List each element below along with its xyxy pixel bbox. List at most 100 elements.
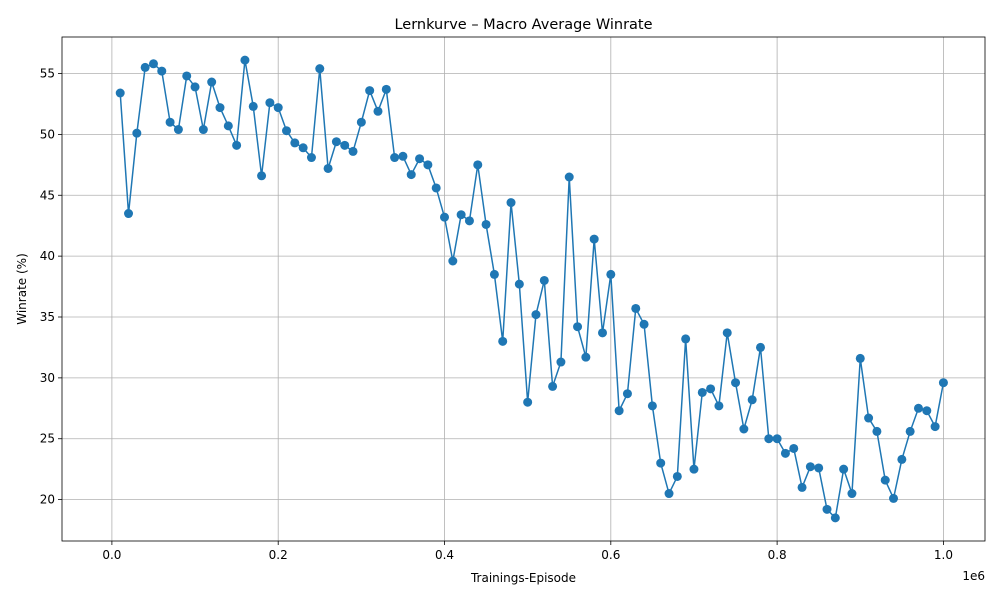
data-point [556, 357, 566, 367]
data-point [598, 328, 607, 338]
data-point [157, 66, 167, 76]
data-point [739, 424, 749, 434]
data-point [847, 489, 857, 499]
data-point [897, 454, 907, 464]
x-tick-label: 0.4 [435, 548, 454, 562]
data-point [606, 269, 616, 279]
data-point [656, 458, 666, 468]
x-tick-label: 0.2 [269, 548, 288, 562]
y-tick-label: 40 [40, 249, 55, 263]
series-markers [115, 55, 948, 523]
data-point [589, 234, 599, 244]
data-point [864, 413, 874, 423]
data-point [689, 464, 699, 474]
data-point [839, 464, 849, 474]
data-point [780, 448, 790, 458]
data-point [456, 210, 466, 220]
data-point [489, 269, 499, 279]
data-point [440, 212, 449, 222]
data-point [722, 328, 732, 338]
data-point [714, 401, 724, 411]
y-tick-label: 25 [40, 432, 55, 446]
data-point [282, 126, 292, 136]
data-point [772, 434, 782, 444]
data-point [124, 209, 134, 219]
data-point [190, 82, 200, 92]
data-point [207, 77, 217, 87]
data-point [431, 183, 441, 193]
y-tick-label: 45 [40, 188, 55, 202]
data-point [731, 378, 741, 388]
data-point [306, 153, 316, 163]
data-point [198, 125, 208, 135]
x-axis-label: Trainings-Episode [470, 571, 576, 585]
data-point [273, 103, 283, 113]
data-point [290, 138, 300, 148]
data-point [257, 171, 267, 181]
y-tick-label: 20 [40, 493, 55, 507]
data-point [473, 160, 483, 170]
data-point [531, 310, 541, 320]
data-point [647, 401, 657, 411]
data-point [498, 336, 508, 346]
data-point [398, 151, 408, 161]
data-point [315, 64, 325, 74]
data-point [248, 101, 258, 111]
data-point [548, 381, 558, 391]
data-point [622, 389, 632, 399]
data-point [697, 387, 707, 397]
data-point [215, 103, 225, 113]
axis-ticks: 0.0 0.2 0.4 0.6 0.8 1.0 20 25 30 35 40 45 50 55 [40, 67, 953, 562]
x-tick-label: 1.0 [934, 548, 953, 562]
data-point [323, 163, 333, 173]
data-point [855, 353, 865, 363]
data-point [115, 88, 125, 98]
x-tick-label: 0.8 [768, 548, 787, 562]
data-point [481, 219, 491, 229]
data-point [132, 128, 142, 138]
data-point [365, 86, 375, 96]
data-point [930, 422, 940, 432]
y-tick-label: 35 [40, 310, 55, 324]
data-point [240, 55, 250, 65]
x-tick-label: 0.0 [102, 548, 121, 562]
data-point [148, 59, 158, 69]
data-point [581, 352, 591, 362]
data-point [639, 319, 649, 329]
data-point [423, 160, 433, 170]
data-point [340, 140, 350, 150]
data-point [664, 489, 674, 499]
data-point [564, 172, 574, 182]
data-point [805, 462, 815, 472]
data-point [797, 482, 807, 492]
data-point [814, 463, 824, 473]
x-tick-label: 0.6 [601, 548, 620, 562]
data-point [514, 279, 524, 289]
data-point [880, 475, 890, 485]
data-point [523, 397, 533, 407]
data-point [348, 146, 358, 156]
y-tick-label: 55 [40, 67, 55, 81]
data-point [390, 153, 400, 163]
data-point [331, 137, 341, 147]
data-point [140, 62, 150, 72]
data-point [889, 493, 899, 503]
chart-title: Lernkurve – Macro Average Winrate [394, 17, 652, 33]
data-point [764, 434, 774, 444]
data-point [631, 303, 641, 313]
data-point [614, 406, 624, 416]
data-point [356, 117, 366, 127]
data-point [573, 322, 583, 332]
data-point [681, 334, 691, 344]
data-point [872, 426, 882, 436]
data-point [747, 395, 757, 405]
data-point [173, 125, 183, 135]
data-point [232, 140, 242, 150]
data-point [415, 154, 425, 164]
plot-frame [61, 36, 986, 542]
x-axis-offset-label: 1e6 [962, 569, 985, 583]
y-tick-label: 50 [40, 127, 55, 141]
series-line [119, 59, 945, 520]
